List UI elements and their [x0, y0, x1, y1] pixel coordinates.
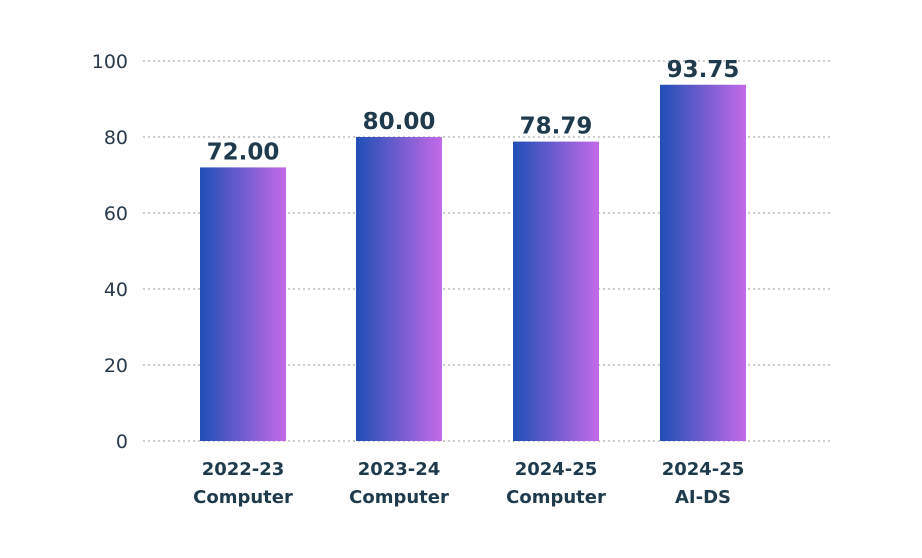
x-axis-labels: 2022-23 Computer 2023-24 Computer 2024-25 Com…	[193, 459, 744, 508]
bar-0	[200, 167, 286, 441]
bar-1	[356, 137, 442, 441]
x-axis-label-0: 2022-23 Computer	[193, 459, 293, 508]
data-label-2: 78.79	[520, 114, 593, 140]
data-labels: 72.00 80.00 78.79 93.75	[207, 57, 740, 166]
data-label-1: 80.00	[363, 109, 436, 135]
x-axis-label-2: 2024-25 Computer	[506, 459, 606, 508]
data-label-3: 93.75	[667, 57, 740, 83]
y-tick-label-0: 0	[116, 431, 128, 453]
bar-3	[660, 84, 746, 441]
data-label-0: 72.00	[207, 139, 280, 165]
bars	[200, 84, 746, 441]
y-tick-label-60: 60	[104, 203, 128, 225]
y-axis-ticks: 0 20 40 60 80 100	[92, 51, 128, 453]
x-axis-label-3: 2024-25 AI-DS	[662, 459, 745, 508]
x-axis-label-1: 2023-24 Computer	[349, 459, 449, 508]
bar-2	[513, 141, 599, 441]
y-tick-label-20: 20	[104, 355, 128, 377]
y-tick-label-40: 40	[104, 279, 128, 301]
y-tick-label-80: 80	[104, 127, 128, 149]
y-tick-label-100: 100	[92, 51, 128, 73]
